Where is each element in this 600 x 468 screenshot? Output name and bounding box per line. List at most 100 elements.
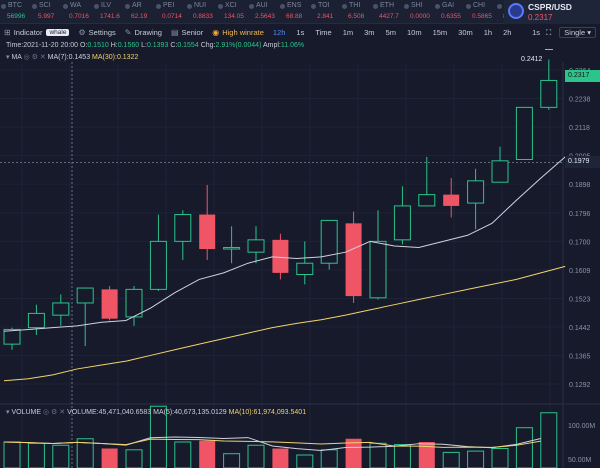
gear-icon-ma[interactable]: ⚙	[31, 54, 38, 61]
timeframe-12h[interactable]: 12h	[272, 28, 286, 37]
eye-icon-vol[interactable]: ◎	[42, 409, 50, 416]
candle-body-up	[247, 239, 265, 253]
ticker-symbol: ILV	[101, 2, 111, 9]
chevron-down-icon-vol[interactable]: ▾	[6, 409, 10, 416]
timeframe-1m[interactable]: 1m	[342, 28, 354, 37]
single-select[interactable]: Single ▾	[559, 27, 596, 38]
candle-body-up	[467, 180, 485, 204]
single-label: Single	[564, 28, 586, 37]
timeframe-1h[interactable]: 1h	[483, 28, 493, 37]
volume-bar-up	[52, 444, 70, 468]
fullscreen-icon[interactable]: ⛶	[546, 27, 552, 37]
ticker-item[interactable]: SHI 0.0000	[403, 0, 434, 24]
candle-body-down	[199, 214, 216, 250]
whale-badge: whale	[46, 29, 70, 36]
drawing-button[interactable]: ✎ Drawing	[125, 28, 162, 37]
close-icon-vol[interactable]: ✕	[59, 409, 66, 416]
candle-body-down	[101, 289, 118, 319]
timeframe-5m[interactable]: 5m	[385, 28, 396, 37]
chevron-down-icon[interactable]: ▾	[6, 54, 10, 61]
volume-bar-up	[515, 427, 533, 468]
price-tick-label: 0.1609	[569, 268, 591, 275]
ticker-item[interactable]: TOI 2.841	[310, 0, 341, 24]
ticker-symbol: ETH	[380, 2, 394, 9]
timeframe-time[interactable]: Time	[315, 28, 332, 37]
timeframe-list: 1s Time 1m 3m 5m 10m 15m 30m 1h 2h	[296, 28, 522, 37]
coin-icon	[280, 4, 285, 9]
ticker-bar: BTC 56996 SCI 5.997 WA 0.7016 ILV 1741.6 AR 62.19…	[0, 0, 600, 24]
ticker-item[interactable]: NUI 0.8833	[186, 0, 217, 24]
candle-body-up	[174, 214, 192, 242]
price-tick-label: 0.2238	[569, 96, 591, 103]
volume-tick-label: 100.00M	[568, 423, 595, 430]
ticker-price: 2.841	[317, 13, 334, 20]
gear-icon: ⚙	[78, 28, 86, 37]
volume-tick-label: 50.00M	[568, 457, 592, 464]
candle-body-up	[27, 312, 45, 329]
ticker-item[interactable]: AR 62.19	[124, 0, 155, 24]
price-tick-label: 0.1796	[569, 211, 591, 218]
timeframe-10m[interactable]: 10m	[406, 28, 422, 37]
timeframe-15m[interactable]: 15m	[432, 28, 448, 37]
volume-bar-down	[345, 438, 362, 468]
ticker-item[interactable]: ILV 1741.6	[93, 0, 124, 24]
ticker-item[interactable]: CHI 0.5865	[465, 0, 496, 24]
ticker-item[interactable]: GAI 0.6355	[434, 0, 465, 24]
candle-body-up	[369, 240, 387, 299]
ampl-value: 11.06%	[280, 42, 305, 49]
timeframe-30m[interactable]: 30m	[458, 28, 473, 37]
ticker-item[interactable]: XCI 134.05	[217, 0, 248, 24]
high-label: H:	[110, 42, 118, 49]
indicator-button[interactable]: ⊞ Indicator whale	[4, 28, 70, 37]
coin-icon	[466, 4, 471, 9]
chg-value: 2.91%(0.0044)	[215, 42, 262, 49]
timeframe-1s[interactable]: 1s	[296, 28, 305, 37]
ticker-symbol: WA	[70, 2, 82, 9]
ampl-label: Ampl:	[262, 42, 281, 49]
volume-bar-up	[27, 442, 45, 468]
timeframe-1s-right[interactable]: 1s	[532, 28, 541, 37]
candle-body-up	[491, 160, 509, 183]
ticker-item[interactable]: BTC 56996	[0, 0, 31, 24]
settings-button[interactable]: ⚙ Settings	[78, 28, 115, 37]
ticker-item[interactable]: AUI 2.5643	[248, 0, 279, 24]
close-icon-ma[interactable]: ✕	[39, 54, 46, 61]
ma7-value: MA(7):0.1453	[47, 54, 91, 61]
ticker-item[interactable]: SCI 5.997	[31, 0, 62, 24]
timeframe-2h[interactable]: 2h	[503, 28, 512, 37]
price-tick-label: 0.1700	[569, 239, 591, 246]
volume-bar-up	[540, 412, 558, 468]
settings-label: Settings	[88, 28, 116, 37]
high-winrate-label: High winrate	[222, 28, 264, 37]
ticker-item[interactable]: PEI 0.0714	[155, 0, 186, 24]
ticker-item[interactable]: ETH 4427.7	[372, 0, 403, 24]
candle-body-up	[149, 240, 167, 290]
coin-icon	[32, 4, 37, 9]
chart-toolbar: ⊞ Indicator whale ⚙ Settings ✎ Drawing ▤…	[0, 25, 600, 40]
ticker-price: 5.997	[38, 13, 55, 20]
gear-icon-vol[interactable]: ⚙	[51, 409, 58, 416]
ticker-item[interactable]: THI 6.508	[341, 0, 372, 24]
pair-selector[interactable]: CSPR/USD 0.2317	[504, 0, 600, 24]
ticker-item[interactable]: WA 0.7016	[62, 0, 93, 24]
ma30-line	[3, 265, 566, 382]
senior-button[interactable]: ▤ Senior	[171, 28, 203, 37]
ticker-item[interactable]: ENS 68.88	[279, 0, 310, 24]
candle-body-up	[515, 106, 533, 161]
toolbar-right: 1s ⛶ Single ▾	[532, 25, 596, 40]
ticker-price: 0.5865	[472, 13, 492, 20]
eye-icon[interactable]: ◎	[23, 54, 30, 61]
coin-icon	[156, 4, 161, 9]
high-winrate-button[interactable]: ◉ High winrate	[212, 28, 264, 37]
price-tick-label: 0.2118	[569, 125, 590, 132]
coin-icon	[404, 4, 409, 9]
pair-name: CSPR/USD	[528, 2, 572, 12]
ma30-value: MA(30):0.1322	[92, 54, 139, 61]
ticker-symbol: XCI	[225, 2, 237, 9]
high-value: 0.1560	[117, 42, 140, 49]
drawing-label: Drawing	[134, 28, 162, 37]
volume-legend: ▾ VOLUME ◎ ⚙ ✕ VOLUME:45,471,040.6583 MA…	[6, 408, 306, 416]
timeframe-3m[interactable]: 3m	[364, 28, 375, 37]
ticker-symbol: ENS	[287, 2, 302, 9]
